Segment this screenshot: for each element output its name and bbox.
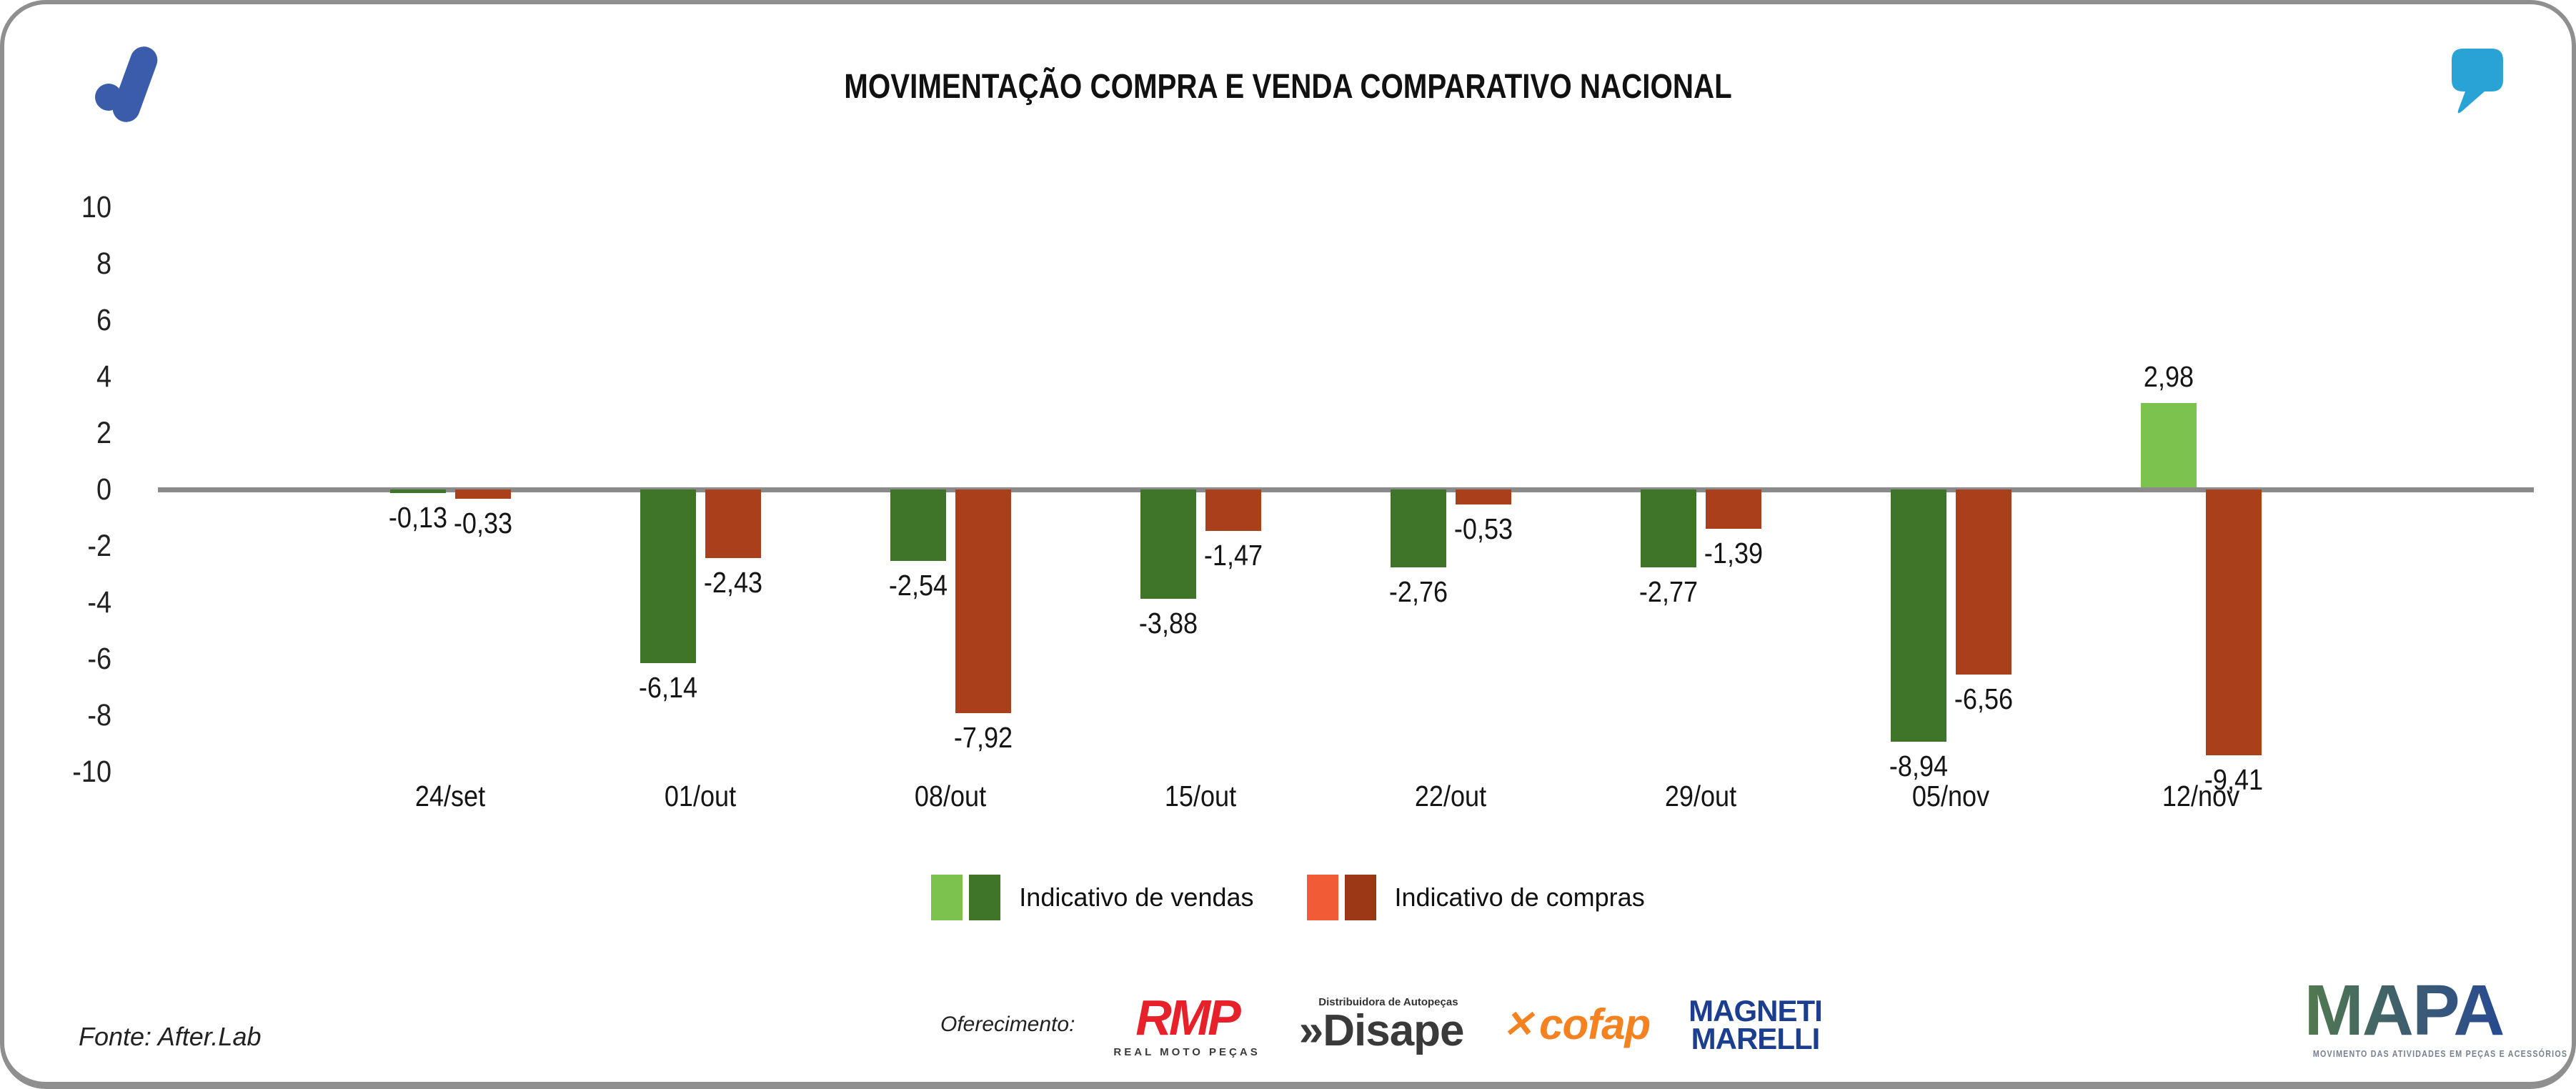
legend-swatch-compras-positive xyxy=(1306,875,1338,920)
bar-value-label: -2,54 xyxy=(888,569,948,602)
bar-value-label: 2,98 xyxy=(2143,360,2194,394)
sponsor-magneti-marelli-logo: MAGNETI MARELLI xyxy=(1689,993,1823,1055)
legend-item-vendas: Indicativo de vendas xyxy=(931,875,1254,920)
compras-bar xyxy=(1205,489,1261,532)
y-axis-tick-label: -10 xyxy=(72,755,111,789)
compras-bar xyxy=(1705,489,1761,529)
bar-value-label: -0,13 xyxy=(388,501,447,534)
zero-axis-line xyxy=(158,487,2534,492)
y-axis-tick-label: 8 xyxy=(96,247,111,281)
compras-bar xyxy=(454,489,511,499)
compras-bar xyxy=(1955,489,2011,675)
vendas-bar xyxy=(640,489,696,663)
bar-value-label: -2,76 xyxy=(1388,575,1448,609)
bar-value-label: -9,41 xyxy=(2204,762,2263,796)
y-axis-tick-label: -6 xyxy=(87,642,111,676)
y-axis-tick-label: -2 xyxy=(87,529,111,563)
magneti-line1: MAGNETI xyxy=(1689,993,1823,1028)
y-axis-tick-label: 2 xyxy=(96,416,111,450)
vendas-bar xyxy=(1640,489,1696,568)
legend-item-compras: Indicativo de compras xyxy=(1306,875,1645,920)
y-axis-tick-label: -8 xyxy=(87,698,111,732)
source-note: Fonte: After.Lab xyxy=(79,1022,262,1051)
y-axis-tick-label: -4 xyxy=(87,585,111,620)
legend-swatch-vendas-positive xyxy=(931,875,963,920)
quote-icon xyxy=(2452,49,2503,118)
x-axis-tick-label: 29/out xyxy=(1664,780,1737,812)
disape-subtext: Distribuidora de Autopeças xyxy=(1318,995,1458,1008)
compras-bar xyxy=(705,489,761,558)
mapa-logo: MAPA MOVIMENTO DAS ATIVIDADES EM PEÇAS E… xyxy=(2293,970,2568,1059)
chart-legend: Indicativo de vendas Indicativo de compra… xyxy=(4,875,2572,920)
mapa-wordmark: MAPA xyxy=(2304,979,2503,1042)
mapa-tagline: MOVIMENTO DAS ATIVIDADES EM PEÇAS E ACES… xyxy=(2312,1048,2568,1059)
compras-bar xyxy=(2205,489,2262,755)
legend-swatches xyxy=(931,875,1001,920)
vendas-bar xyxy=(389,489,446,494)
bar-value-label: -1,39 xyxy=(1704,536,1763,570)
legend-label: Indicativo de compras xyxy=(1394,882,1645,912)
cofap-wordmark: cofap xyxy=(1539,1000,1651,1048)
bar-chart-plot-area: 10 8 6 4 2 0 -2 -4 -6 -8 -10 24/set -0,13 -0,33 01/out… xyxy=(4,4,2572,1082)
oferecimento-label: Oferecimento: xyxy=(940,1013,1075,1036)
disape-chevrons: » xyxy=(1298,1005,1323,1055)
bar-value-label: -3,88 xyxy=(1138,607,1198,640)
legend-swatch-vendas-negative xyxy=(969,875,1001,920)
bar-value-label: -6,14 xyxy=(638,670,697,704)
bar-value-label: -6,56 xyxy=(1954,682,2013,716)
vendas-bar xyxy=(1140,489,1196,600)
legend-label: Indicativo de vendas xyxy=(1019,882,1254,912)
cofap-x-icon: ✕ xyxy=(1502,1004,1534,1045)
bar-value-label: -0,53 xyxy=(1453,512,1513,545)
y-axis-tick-label: 6 xyxy=(96,303,111,337)
x-axis-tick-label: 05/nov xyxy=(1911,780,1990,812)
y-axis-tick-label: 0 xyxy=(96,472,111,507)
sponsor-cofap-logo: ✕ cofap xyxy=(1503,1003,1651,1046)
x-axis-tick-label: 24/set xyxy=(414,780,486,812)
bar-value-label: -1,47 xyxy=(1203,539,1263,572)
magneti-line2: MARELLI xyxy=(1691,1022,1821,1055)
sponsor-row: Oferecimento: RMP REAL MOTO PEÇAS Distri… xyxy=(940,985,1823,1065)
rmp-wordmark: RMP xyxy=(1135,989,1241,1045)
after-lab-logo xyxy=(59,31,194,156)
x-axis-tick-label: 15/out xyxy=(1164,780,1237,812)
y-axis-tick-label: 4 xyxy=(96,359,111,394)
bar-value-label: -2,77 xyxy=(1638,575,1698,609)
disape-wordmark: »Disape xyxy=(1298,1005,1465,1055)
vendas-bar xyxy=(1890,489,1946,742)
x-axis-tick-label: 01/out xyxy=(664,780,737,812)
sponsor-rmp-logo: RMP REAL MOTO PEÇAS xyxy=(1113,993,1260,1058)
compras-bar xyxy=(1455,489,1511,504)
bar-value-label: -2,43 xyxy=(703,565,762,599)
bar-value-label: -8,94 xyxy=(1889,750,1948,783)
sponsor-disape-logo: Distribuidora de Autopeças »Disape xyxy=(1298,995,1465,1055)
legend-swatches xyxy=(1306,875,1376,920)
vendas-bar xyxy=(1390,489,1446,568)
x-axis-tick-label: 08/out xyxy=(914,780,987,812)
after-lab-logo-shape xyxy=(95,46,158,122)
legend-swatch-compras-negative xyxy=(1344,875,1376,920)
x-axis-tick-label: 12/nov xyxy=(2162,780,2240,812)
vendas-bar xyxy=(890,489,946,562)
rmp-subtext: REAL MOTO PEÇAS xyxy=(1113,1045,1260,1058)
compras-bar xyxy=(955,489,1011,713)
chart-title: MOVIMENTAÇÃO COMPRA E VENDA COMPARATIVO … xyxy=(844,68,1732,106)
vendas-bar xyxy=(2140,403,2197,487)
y-axis-tick-label: 10 xyxy=(81,190,111,224)
bar-value-label: -0,33 xyxy=(453,507,512,540)
bar-value-label: -7,92 xyxy=(953,720,1013,754)
x-axis-tick-label: 22/out xyxy=(1414,780,1487,812)
